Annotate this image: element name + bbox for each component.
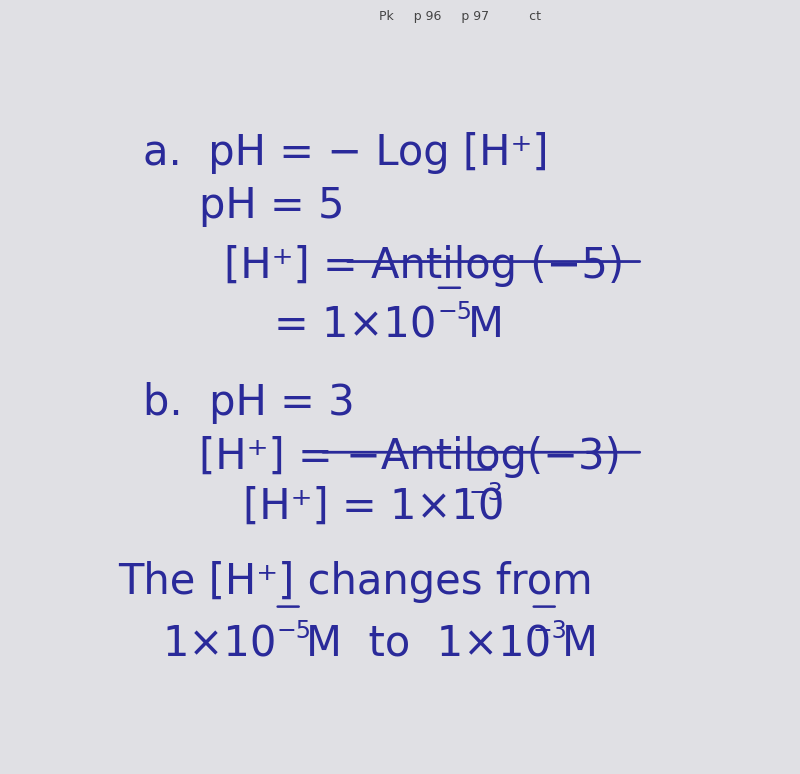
Text: The [H⁺] changes from: The [H⁺] changes from [118,560,594,603]
Text: b.  pH = 3: b. pH = 3 [143,382,355,424]
Text: [H⁺] = 1×10: [H⁺] = 1×10 [242,486,504,528]
Text: [H⁺] = Antilog (−5): [H⁺] = Antilog (−5) [224,245,624,287]
Text: Pk     p 96     p 97          ct: Pk p 96 p 97 ct [379,10,541,22]
Text: = 1×10: = 1×10 [274,304,436,347]
Text: [H⁺] = −Antilog(−3): [H⁺] = −Antilog(−3) [199,436,621,478]
Text: −5: −5 [277,618,312,642]
Text: M: M [468,304,504,347]
Text: M  to  1×10: M to 1×10 [306,623,551,666]
Text: 1×10: 1×10 [162,623,276,666]
Text: −3: −3 [533,618,567,642]
Text: −5: −5 [438,300,473,324]
Text: a.  pH = − Log [H⁺]: a. pH = − Log [H⁺] [143,132,549,173]
Text: −3: −3 [469,481,504,505]
Text: pH = 5: pH = 5 [199,185,345,228]
Text: M: M [562,623,598,666]
